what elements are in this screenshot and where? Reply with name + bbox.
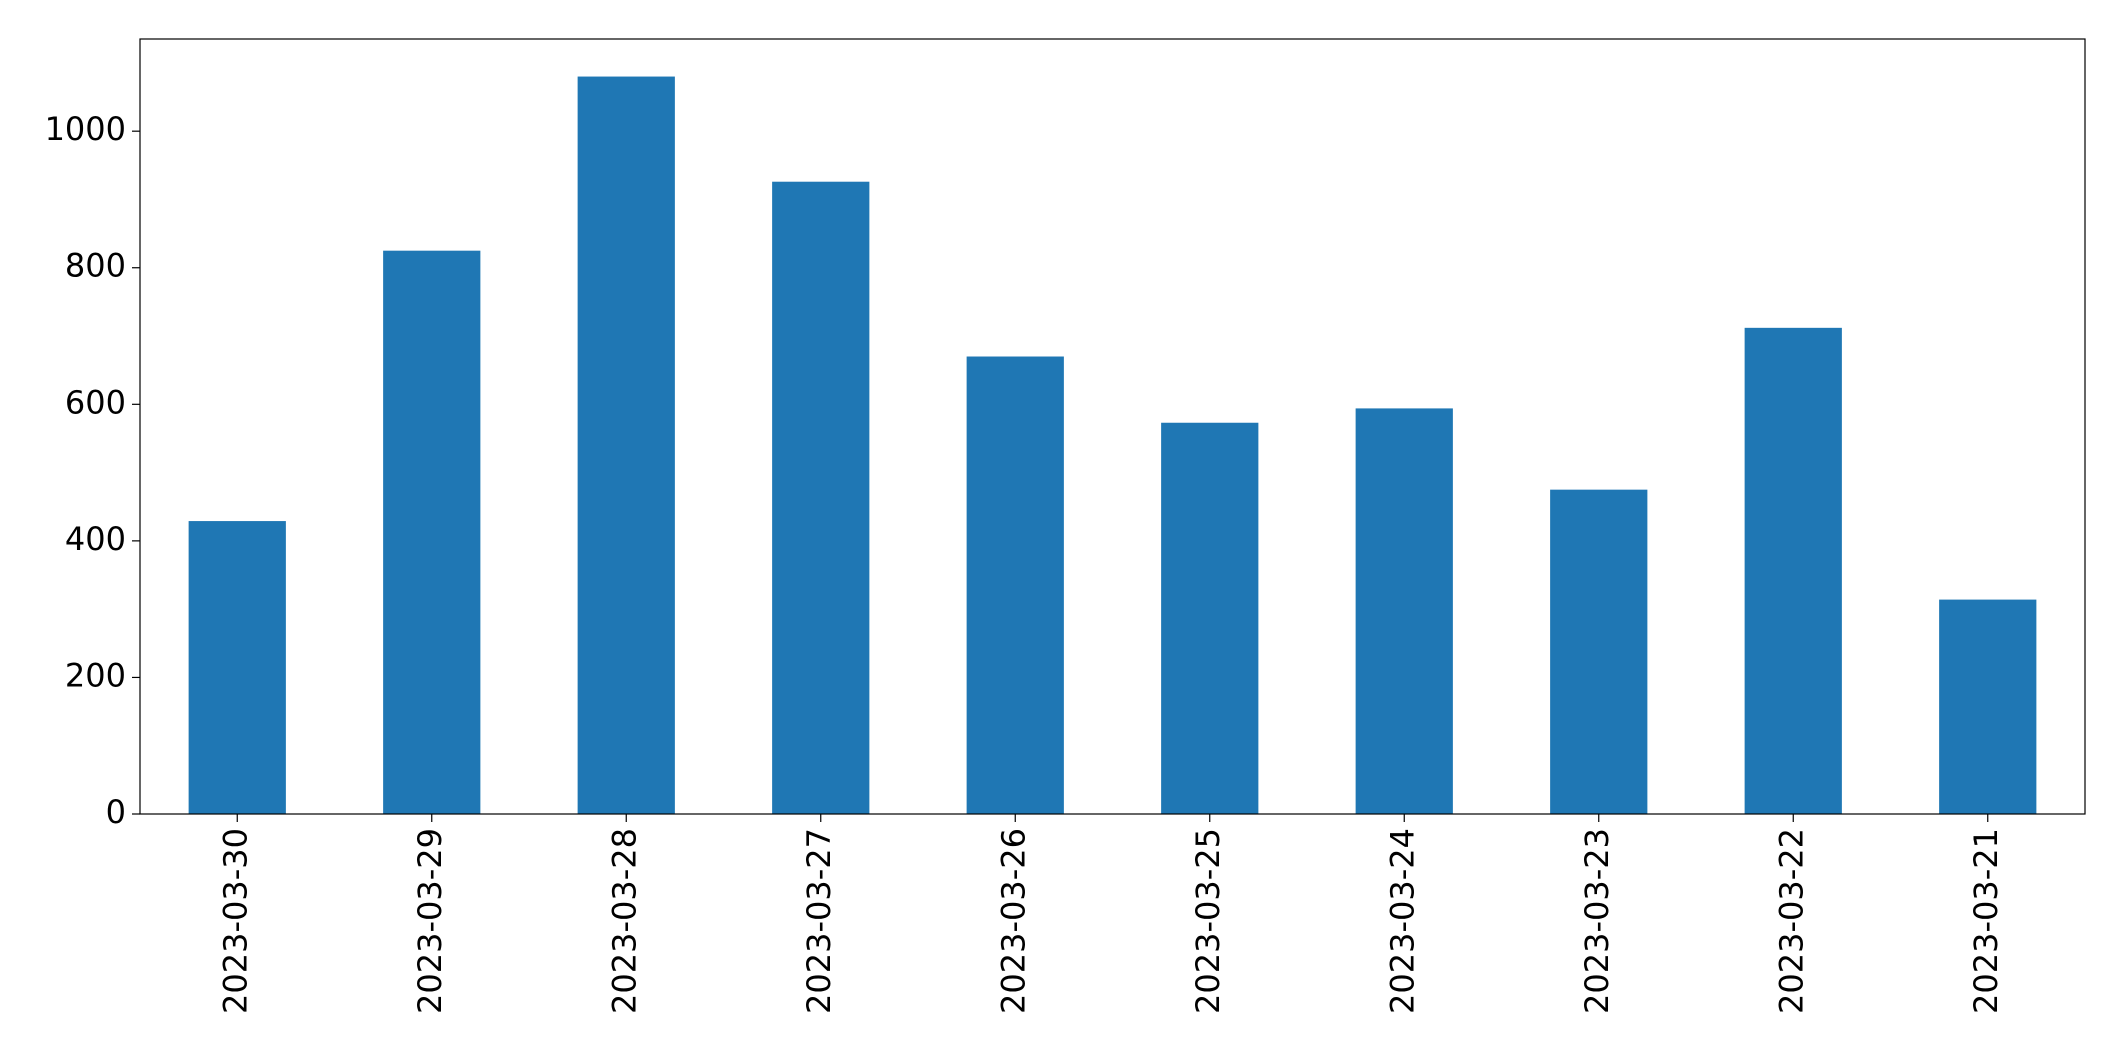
x-tick-label: 2023-03-30 xyxy=(216,828,254,1014)
x-tick-label: 2023-03-25 xyxy=(1189,828,1227,1014)
x-tick-label: 2023-03-24 xyxy=(1383,828,1421,1014)
bar xyxy=(577,76,675,815)
bar xyxy=(966,356,1064,814)
bar xyxy=(772,181,870,815)
y-tick-label: 200 xyxy=(65,656,126,694)
y-tick-label: 800 xyxy=(65,247,126,285)
x-tick-label: 2023-03-23 xyxy=(1578,828,1616,1014)
bar xyxy=(383,250,481,814)
x-tick-label: 2023-03-28 xyxy=(605,828,643,1014)
bar xyxy=(1355,408,1453,814)
bar xyxy=(188,521,286,814)
y-tick-label: 1000 xyxy=(45,110,126,148)
x-tick-label: 2023-03-29 xyxy=(411,828,449,1014)
bar xyxy=(1744,327,1842,814)
bar xyxy=(1939,599,2037,814)
bar xyxy=(1550,489,1648,814)
x-tick-label: 2023-03-21 xyxy=(1967,828,2005,1014)
bar xyxy=(1161,422,1259,814)
axes-frame xyxy=(139,38,2086,815)
x-tick-label: 2023-03-27 xyxy=(800,828,838,1014)
x-tick-label: 2023-03-22 xyxy=(1772,828,1810,1014)
x-tick-label: 2023-03-26 xyxy=(994,828,1032,1014)
y-tick-label: 400 xyxy=(65,520,126,558)
y-tick-label: 0 xyxy=(106,793,126,831)
y-tick-label: 600 xyxy=(65,383,126,421)
